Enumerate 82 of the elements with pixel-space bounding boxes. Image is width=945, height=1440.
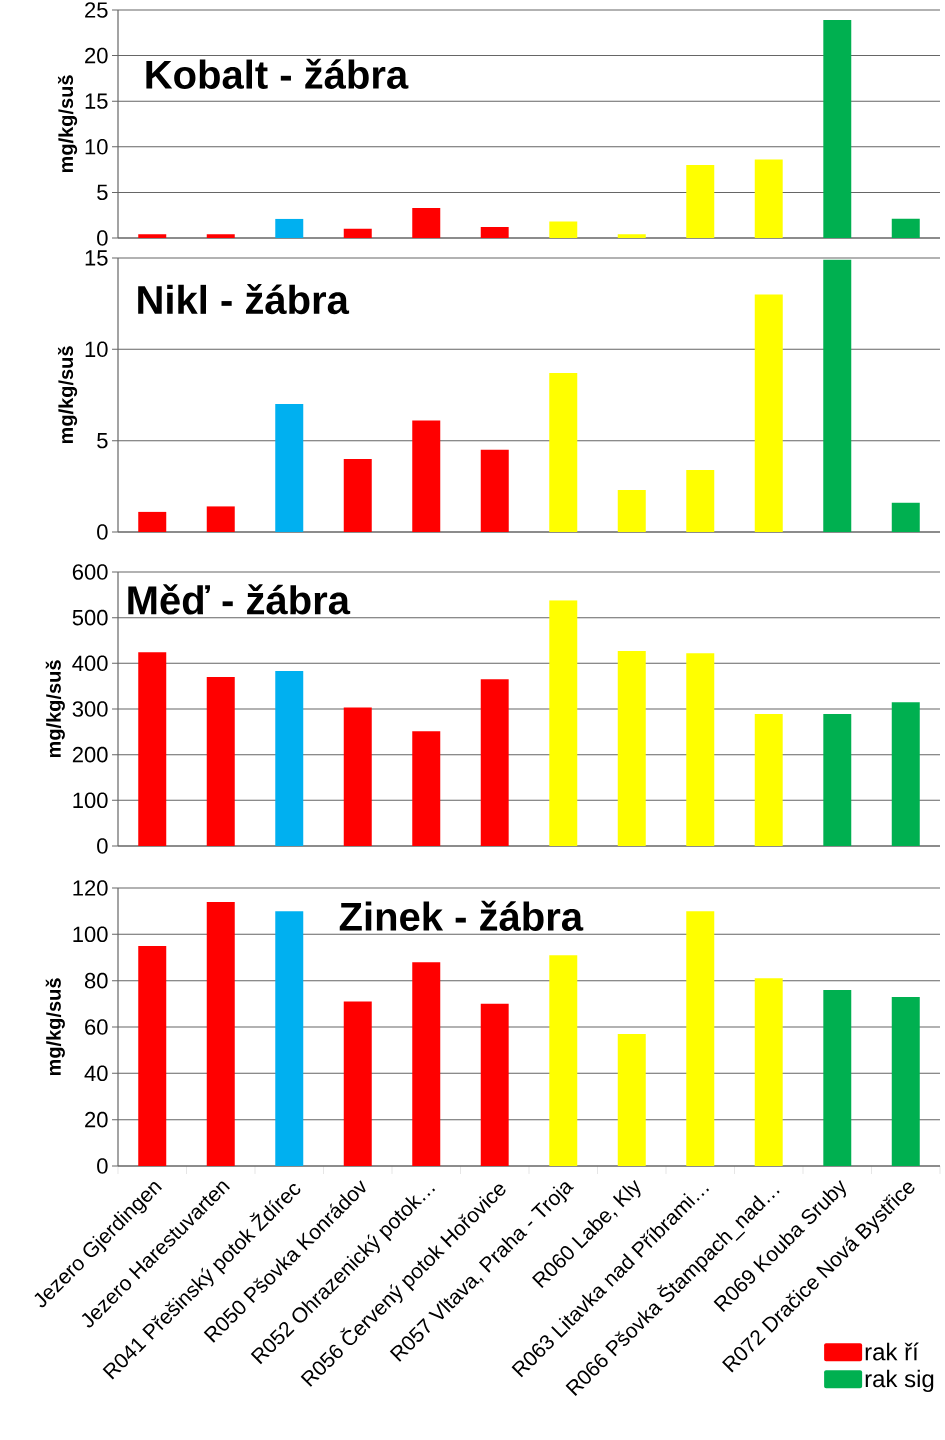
bar xyxy=(891,996,920,1166)
y-tick-label: 300 xyxy=(72,701,108,717)
bar xyxy=(617,234,646,238)
bar xyxy=(891,218,920,238)
y-tick-label: 80 xyxy=(84,972,108,989)
y-axis-title: mg/kg/suš xyxy=(57,75,78,173)
y-tick-label: 10 xyxy=(85,341,108,358)
bar xyxy=(206,506,235,532)
bar xyxy=(617,650,646,846)
bar xyxy=(275,218,304,238)
y-axis-title: mg/kg/suš xyxy=(45,660,65,758)
bar xyxy=(343,228,372,238)
bar xyxy=(754,714,783,846)
bar xyxy=(480,227,509,238)
bar xyxy=(275,671,304,846)
bar xyxy=(823,259,852,532)
bar xyxy=(480,679,509,846)
y-tick-label: 400 xyxy=(72,655,108,672)
bar xyxy=(891,502,920,532)
bar xyxy=(754,159,783,238)
bar xyxy=(138,652,167,846)
y-tick-label: 600 xyxy=(72,564,108,580)
bar xyxy=(138,945,167,1166)
y-tick-label: 100 xyxy=(73,792,108,809)
bar xyxy=(549,955,578,1166)
y-tick-label: 0 xyxy=(97,230,108,246)
bar xyxy=(480,1003,509,1166)
bar xyxy=(343,1001,372,1166)
y-tick-label: 500 xyxy=(72,609,108,626)
bar xyxy=(549,600,578,846)
bar xyxy=(823,714,852,846)
bar xyxy=(412,207,441,238)
bar xyxy=(138,511,167,532)
bar xyxy=(617,489,646,532)
text: Kobalt - žábra xyxy=(146,58,409,89)
y-tick-label: 60 xyxy=(85,1019,108,1035)
y-axis-title: mg/kg/suš xyxy=(45,978,65,1076)
bar xyxy=(686,469,715,532)
y-tick-label: 20 xyxy=(85,1111,108,1128)
bar xyxy=(891,702,920,846)
bar xyxy=(343,707,372,846)
bar xyxy=(549,221,578,238)
bar xyxy=(686,653,715,846)
y-tick-label: 10 xyxy=(85,138,108,155)
bar xyxy=(412,962,441,1166)
y-tick-label: 5 xyxy=(97,432,108,449)
bar xyxy=(412,420,441,532)
bar xyxy=(754,294,783,532)
bar xyxy=(480,449,509,532)
y-axis-title: mg/kg/suš xyxy=(57,346,78,444)
legend-label: rak ří xyxy=(865,1342,919,1361)
bar xyxy=(412,731,441,846)
bar xyxy=(617,1033,646,1166)
bar xyxy=(823,989,852,1166)
chart-title: Měď - žábra xyxy=(128,584,351,615)
chart-title: Zinek - žábra xyxy=(339,900,584,931)
legend-label: rak sig xyxy=(865,1369,934,1393)
y-tick-label: 0 xyxy=(97,1158,108,1174)
bar xyxy=(206,677,235,846)
y-tick-label: 100 xyxy=(73,926,108,943)
y-tick-label: 20 xyxy=(85,47,108,64)
bar xyxy=(686,165,715,238)
y-tick-label: 15 xyxy=(85,250,108,266)
bar xyxy=(138,234,167,238)
y-tick-label: 25 xyxy=(85,2,108,18)
y-tick-label: 40 xyxy=(84,1065,108,1082)
y-tick-label: 0 xyxy=(97,838,108,854)
bar xyxy=(343,458,372,532)
y-tick-label: 15 xyxy=(85,93,108,109)
y-tick-label: 0 xyxy=(97,524,108,540)
bar xyxy=(754,978,783,1166)
bar xyxy=(206,234,235,238)
bar xyxy=(686,911,715,1166)
bar xyxy=(275,911,304,1166)
bar xyxy=(206,901,235,1166)
bar xyxy=(275,404,304,532)
y-tick-label: 200 xyxy=(72,746,108,763)
text: Nikl - žábra xyxy=(138,283,350,315)
y-tick-label: 120 xyxy=(73,880,108,896)
bar xyxy=(549,373,578,532)
bar xyxy=(823,20,852,238)
y-tick-label: 5 xyxy=(97,184,108,201)
